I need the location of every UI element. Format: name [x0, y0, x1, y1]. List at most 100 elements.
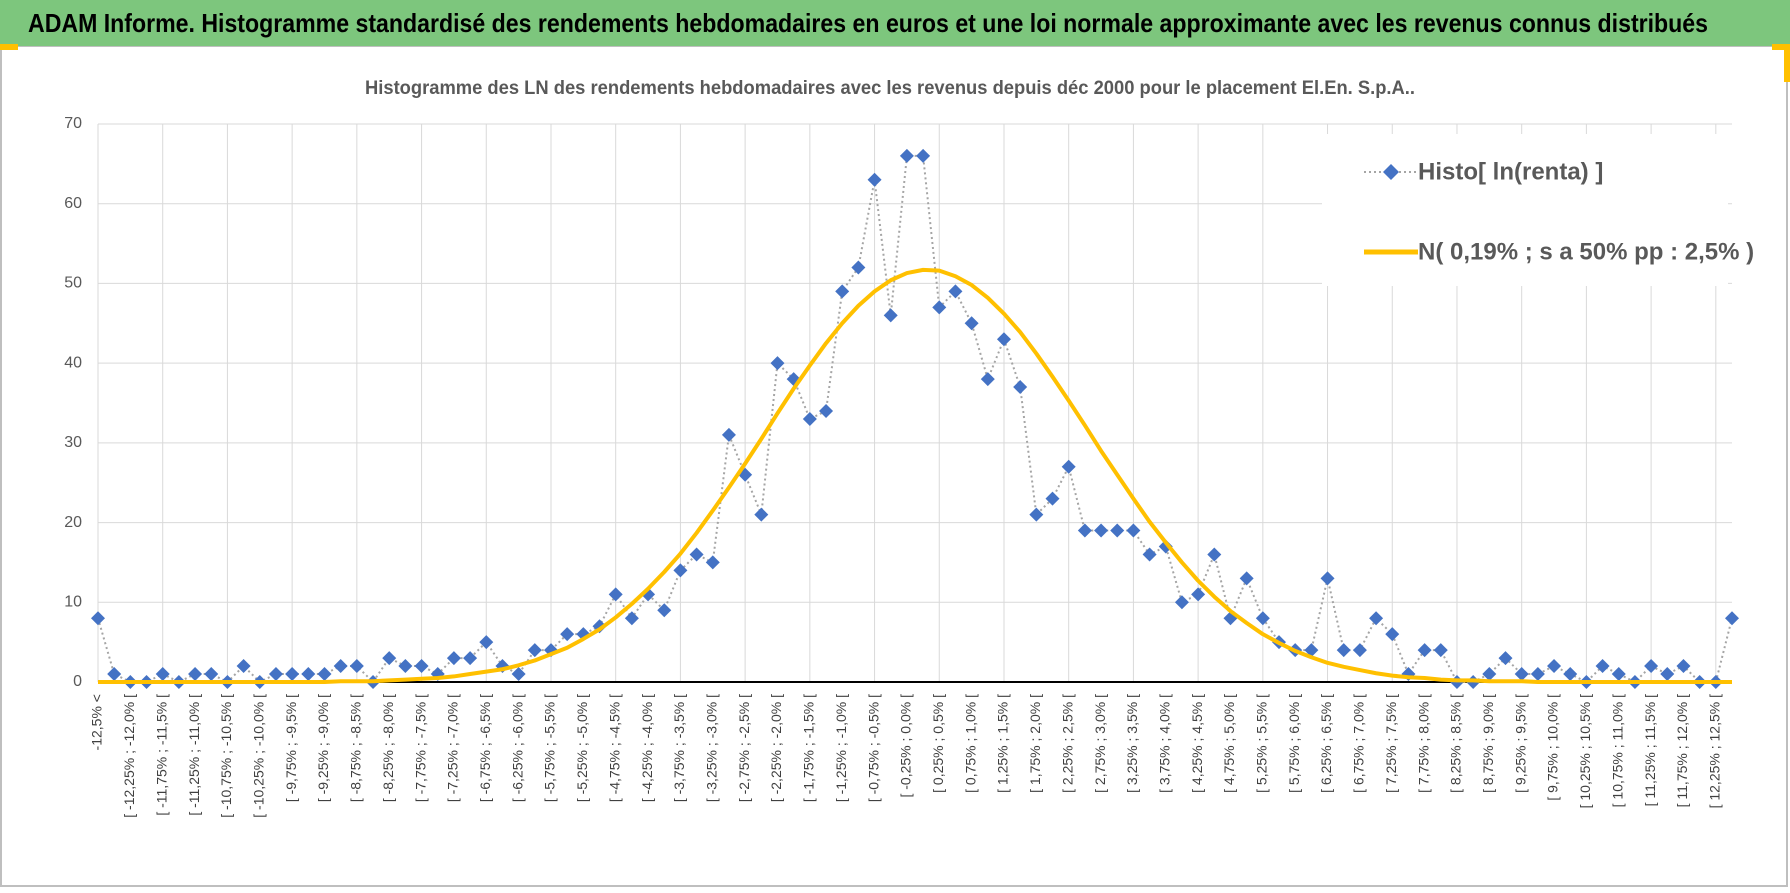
point	[1417, 643, 1432, 658]
x-tick-label: [ -6,75% ; -6,5% [	[477, 694, 493, 802]
point	[1369, 611, 1384, 626]
x-tick-label: [ 11,25% ; 11,5% [	[1642, 694, 1658, 806]
legend-marker	[1383, 164, 1399, 180]
x-tick-label: [ -11,25% ; -11,0% [	[186, 694, 202, 816]
point	[964, 316, 979, 331]
point	[463, 651, 478, 666]
point	[754, 507, 769, 522]
x-tick-label: [ -2,75% ; -2,5% [	[736, 694, 752, 802]
point	[932, 300, 947, 315]
x-tick-label: [ -9,25% ; -9,0% [	[315, 694, 331, 802]
x-tick-label: [ -0,75% ; -0,5% [	[865, 694, 881, 802]
x-tick-label: [ 0,75% ; 1,0% [	[962, 694, 978, 793]
header-band	[0, 0, 1790, 46]
x-tick-label: [ -5,25% ; -5,0% [	[574, 694, 590, 802]
point	[1110, 523, 1125, 538]
x-tick-label: [ 3,25% ; 3,5% [	[1124, 694, 1140, 793]
point	[1660, 667, 1675, 682]
plot-marks	[91, 148, 1739, 689]
series-line	[98, 267, 1732, 684]
point	[1336, 643, 1351, 658]
point	[996, 332, 1011, 347]
point	[91, 611, 105, 626]
point	[673, 563, 688, 578]
x-tick-label: [ 7,25% ; 7,5% [	[1383, 694, 1399, 793]
x-tick-label: [ -1,25% ; -1,0% [	[833, 694, 849, 802]
x-tick-label: [ 4,25% ; 4,5% [	[1189, 694, 1205, 793]
point	[770, 356, 785, 371]
header-accent	[1772, 44, 1790, 50]
point	[317, 667, 332, 682]
header-accent	[0, 44, 18, 50]
x-tick-label: -12,5% <	[89, 694, 105, 750]
x-tick-label: [ -0,25% ; 0,0% [	[898, 694, 914, 798]
y-tick-label: 30	[64, 434, 82, 451]
point	[107, 667, 122, 682]
x-tick-label: [ 8,25% ; 8,5% [	[1448, 694, 1464, 793]
point	[1029, 507, 1044, 522]
x-tick-label: [ 9,25% ; 9,5% [	[1512, 694, 1528, 793]
point	[1174, 595, 1189, 610]
point	[608, 587, 623, 602]
x-tick-label: [ -10,75% ; -10,5% [	[218, 694, 234, 818]
point	[155, 667, 170, 682]
point	[511, 667, 526, 682]
point	[948, 284, 963, 299]
x-tick-label: [ 9,75% ; 10,0% [	[1545, 694, 1561, 801]
x-tick-label: [ 1,25% ; 1,5% [	[995, 694, 1011, 793]
y-tick-label: 60	[64, 195, 82, 212]
x-tick-label: [ 12,25% ; 12,5% [	[1707, 694, 1723, 809]
point	[414, 659, 429, 674]
y-tick-label: 20	[64, 514, 82, 531]
x-tick-label: [ -8,25% ; -8,0% [	[380, 694, 396, 802]
point	[1191, 587, 1206, 602]
point	[349, 659, 364, 674]
x-tick-label: [ 2,25% ; 2,5% [	[1059, 694, 1075, 793]
point	[1352, 643, 1367, 658]
x-tick-label: [ 2,75% ; 3,0% [	[1092, 694, 1108, 793]
point	[382, 651, 397, 666]
point	[1126, 523, 1141, 538]
point	[1255, 611, 1270, 626]
point	[1676, 659, 1691, 674]
x-tick-label: [ -4,25% ; -4,0% [	[639, 694, 655, 802]
x-tick-label: [ -12,25% ; -12,0% [	[121, 694, 137, 818]
point	[980, 372, 995, 387]
point	[1304, 643, 1319, 658]
x-tick-label: [ 7,75% ; 8,0% [	[1415, 694, 1431, 793]
point	[802, 411, 817, 426]
point	[1725, 611, 1739, 626]
point	[527, 643, 542, 658]
x-tick-label: [ 10,75% ; 11,0% [	[1609, 694, 1625, 807]
header-accent	[1784, 44, 1790, 82]
point	[301, 667, 316, 682]
point	[721, 427, 736, 442]
point	[398, 659, 413, 674]
point	[1320, 571, 1335, 586]
chart-title: Histogramme des LN des rendements hebdom…	[365, 78, 1415, 99]
x-tick-label: [ 11,75% ; 12,0% [	[1674, 694, 1690, 807]
point	[883, 308, 898, 323]
point	[479, 635, 494, 650]
x-tick-label: [ -3,25% ; -3,0% [	[703, 694, 719, 802]
point	[1433, 643, 1448, 658]
point	[560, 627, 575, 642]
x-tick-label: [ -6,25% ; -6,0% [	[509, 694, 525, 802]
point	[1094, 523, 1109, 538]
point	[268, 667, 283, 682]
y-tick-label: 10	[64, 594, 82, 611]
point	[236, 659, 251, 674]
point	[689, 547, 704, 562]
point	[1547, 659, 1562, 674]
y-tick-label: 0	[73, 673, 82, 690]
point	[851, 260, 866, 275]
y-tick-label: 50	[64, 275, 82, 292]
x-tick-label: [ -7,25% ; -7,0% [	[445, 694, 461, 802]
point	[1514, 667, 1529, 682]
x-tick-label: [ -8,75% ; -8,5% [	[348, 694, 364, 802]
point	[1142, 547, 1157, 562]
y-tick-label: 40	[64, 354, 82, 371]
point	[819, 403, 834, 418]
x-tick-label: [ -3,75% ; -3,5% [	[671, 694, 687, 802]
point	[1644, 659, 1659, 674]
